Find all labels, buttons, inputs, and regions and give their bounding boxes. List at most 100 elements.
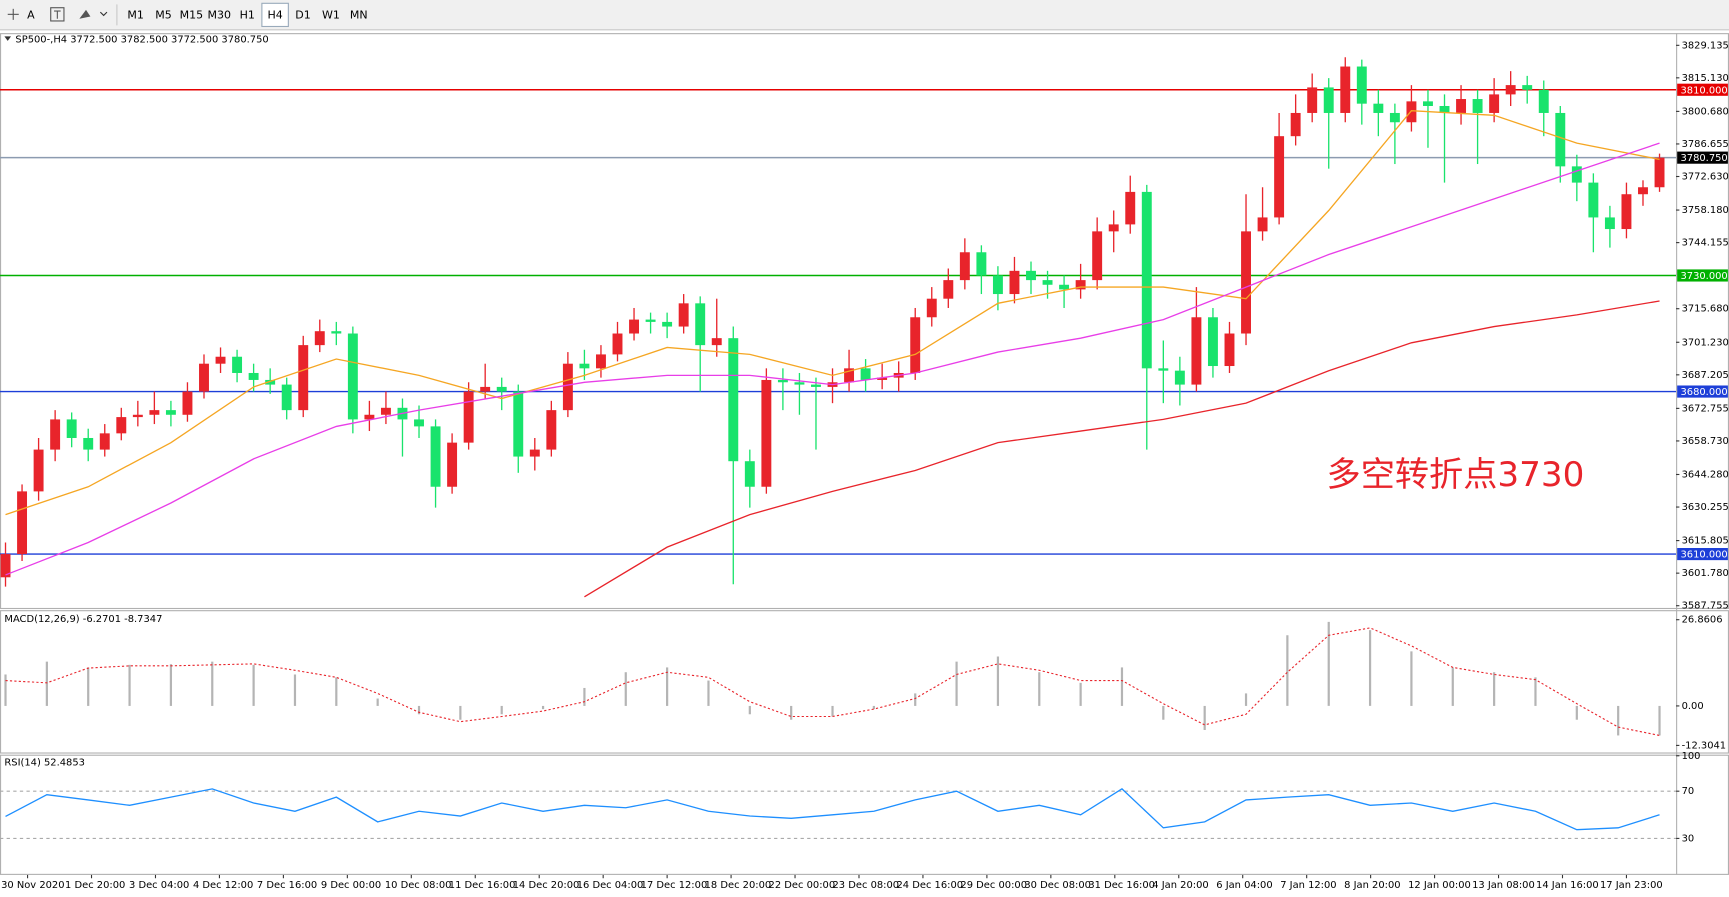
moving-average xyxy=(5,142,1660,576)
timeframe-button[interactable]: M30 xyxy=(208,8,232,21)
candle-body xyxy=(761,379,772,487)
candle-body xyxy=(1224,333,1235,367)
crosshair-tool[interactable] xyxy=(7,8,19,20)
rsi-frame xyxy=(0,754,1729,875)
x-tick-label: 11 Dec 16:00 xyxy=(449,880,516,891)
candle-body xyxy=(1125,191,1136,225)
timeframe-button[interactable]: M1 xyxy=(127,8,144,21)
level-label: 3610.000 xyxy=(1680,550,1727,561)
y-tick-label: 3815.130 xyxy=(1682,73,1729,84)
moving-average xyxy=(5,109,1660,516)
x-tick-label: 24 Dec 16:00 xyxy=(896,880,963,891)
moving-average xyxy=(584,300,1660,598)
active-timeframe-bg xyxy=(261,2,289,28)
x-tick-label: 30 Dec 08:00 xyxy=(1024,880,1091,891)
shapes-tool[interactable] xyxy=(79,9,108,19)
candle-body xyxy=(645,319,656,322)
x-tick-label: 22 Dec 00:00 xyxy=(769,880,836,891)
macd-frame xyxy=(0,610,1729,754)
y-tick-label: 100 xyxy=(1682,751,1701,762)
candle-body xyxy=(1290,112,1301,137)
annotation: 多空转折点3730 xyxy=(1327,455,1585,495)
candle-body xyxy=(1158,368,1169,371)
timeframe-button[interactable]: D1 xyxy=(295,8,310,21)
timeframe-button[interactable]: M15 xyxy=(180,8,204,21)
candle-body xyxy=(1489,94,1500,113)
timeframe-button[interactable]: H1 xyxy=(240,8,255,21)
candle-body xyxy=(116,417,127,434)
timeframe-button[interactable]: M5 xyxy=(155,8,172,21)
candle-body xyxy=(1307,87,1318,113)
candle-body xyxy=(199,363,209,392)
candle-body xyxy=(1191,317,1202,385)
label-tool[interactable] xyxy=(50,7,65,22)
candle-body xyxy=(926,298,937,318)
y-tick-label: 3715.680 xyxy=(1682,304,1729,315)
text-tool[interactable]: A xyxy=(27,8,35,21)
candle-body xyxy=(1588,182,1599,218)
x-tick-label: 4 Dec 12:00 xyxy=(193,880,253,891)
macd-title: MACD(12,26,9) -6.2701 -8.7347 xyxy=(4,614,162,625)
candle-body xyxy=(1571,166,1582,183)
x-tick-label: 7 Jan 12:00 xyxy=(1280,880,1336,891)
candle-body xyxy=(546,410,557,450)
candle-body xyxy=(777,379,788,383)
candle-body xyxy=(943,280,954,299)
candle-body xyxy=(595,354,606,369)
y-tick-label: 3744.155 xyxy=(1682,238,1729,249)
candle-body xyxy=(1174,370,1185,385)
candle-body xyxy=(1340,66,1351,113)
y-tick-label: 3658.730 xyxy=(1682,436,1729,447)
candle-body xyxy=(33,449,44,492)
candle-body xyxy=(1538,89,1549,113)
y-tick-label: 70 xyxy=(1682,786,1695,797)
candle-body xyxy=(794,382,805,385)
level-label: 3780.750 xyxy=(1680,153,1727,164)
level-label-box xyxy=(1677,269,1728,282)
y-tick-label: 30 xyxy=(1682,833,1695,844)
candle-body xyxy=(1406,101,1417,123)
candle-body xyxy=(463,391,474,443)
candle-body xyxy=(529,449,540,457)
x-tick-label: 3 Dec 04:00 xyxy=(129,880,189,891)
candle-body xyxy=(215,356,226,364)
candle-body xyxy=(877,377,888,380)
timeframe-button[interactable]: H4 xyxy=(267,8,282,21)
y-tick-label: 3772.630 xyxy=(1682,172,1729,183)
candle-body xyxy=(99,433,110,450)
level-label-box xyxy=(1677,548,1728,561)
candle-body xyxy=(976,252,987,276)
x-tick-label: 29 Dec 00:00 xyxy=(960,880,1027,891)
timeframe-button[interactable]: W1 xyxy=(322,8,340,21)
level-label-box xyxy=(1677,385,1728,398)
candle-body xyxy=(347,333,358,420)
candle-body xyxy=(265,379,276,385)
candle-body xyxy=(414,419,424,427)
candle-body xyxy=(232,356,243,373)
candle-body xyxy=(1604,217,1615,230)
candle-body xyxy=(149,410,160,415)
candle-body xyxy=(860,368,871,380)
candle-body xyxy=(1389,112,1400,123)
candle-body xyxy=(662,321,673,327)
y-tick-label: 3758.180 xyxy=(1682,205,1729,216)
toolbar: A M1 M5 M15 M30 H1 H4 D1 W1 MN xyxy=(0,0,1729,31)
candle-body xyxy=(314,331,325,346)
candle-body xyxy=(728,338,739,462)
candle-body xyxy=(1026,270,1036,281)
candle-body xyxy=(1092,231,1103,281)
level-label-box xyxy=(1677,83,1728,96)
candle-body xyxy=(1555,112,1566,167)
timeframe-button[interactable]: MN xyxy=(350,8,368,21)
candle-body xyxy=(0,554,11,578)
candle-body xyxy=(430,426,441,487)
rsi-title: RSI(14) 52.4853 xyxy=(4,757,85,768)
candle-body xyxy=(1638,187,1648,195)
candle-body xyxy=(182,391,193,415)
candle-body xyxy=(711,338,722,346)
level-label-box xyxy=(1677,151,1728,164)
main-frame xyxy=(0,33,1729,610)
x-tick-label: 6 Jan 04:00 xyxy=(1216,880,1272,891)
